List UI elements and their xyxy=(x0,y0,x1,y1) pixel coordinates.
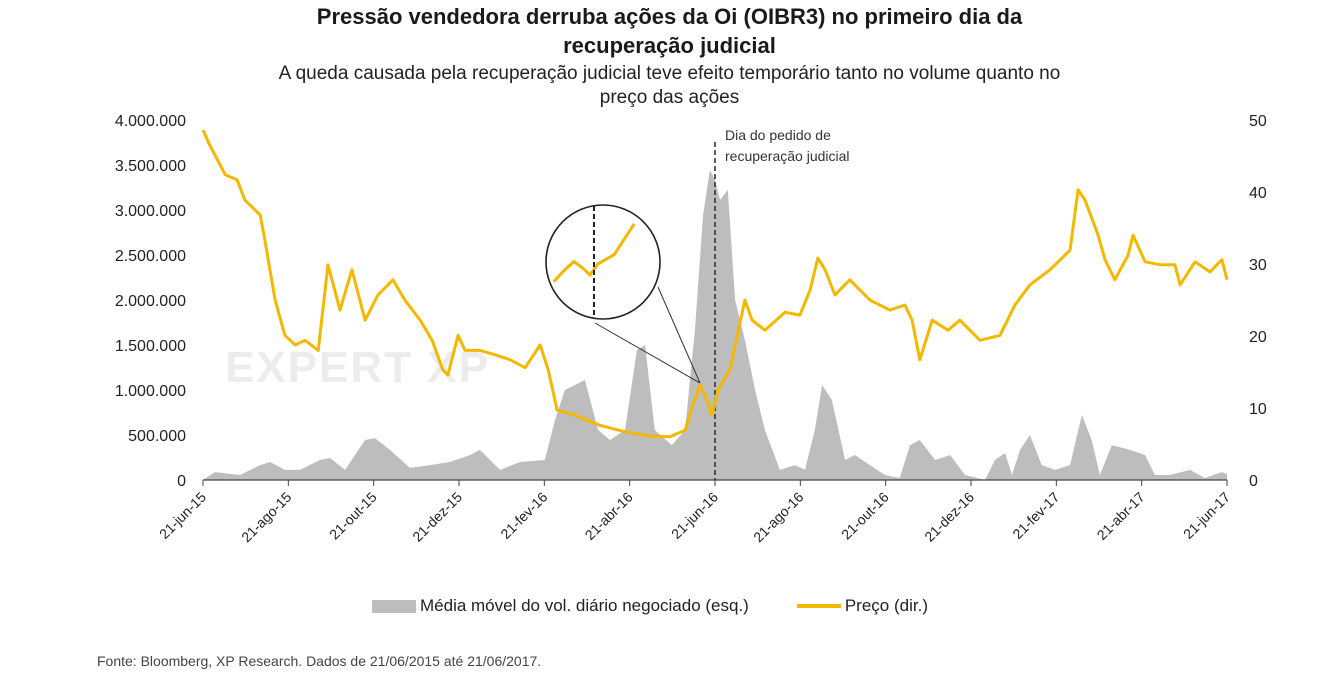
chart-subtitle-line-1: A queda causada pela recuperação judicia… xyxy=(278,63,1061,84)
y-left-tick-label: 500.000 xyxy=(128,428,186,445)
y-left-tick-label: 3.000.000 xyxy=(115,203,186,220)
y-left-tick-label: 0 xyxy=(177,473,186,490)
y-right-tick-label: 50 xyxy=(1249,113,1267,130)
y-left-tick-label: 1.500.000 xyxy=(115,338,186,355)
price-line-series xyxy=(201,129,1229,439)
y-left-tick-label: 4.000.000 xyxy=(115,113,186,130)
legend-swatch-volume xyxy=(372,599,416,613)
source-note: Fonte: Bloomberg, XP Research. Dados de … xyxy=(97,653,542,669)
x-tick-label: 21-jun-15 xyxy=(156,489,209,542)
x-tick-label: 21-abr-17 xyxy=(1094,489,1148,543)
chart-subtitle: A queda causada pela recuperação judicia… xyxy=(0,62,1339,110)
x-tick-label: 21-fev-17 xyxy=(1009,489,1062,542)
y-left-tick-label: 2.500.000 xyxy=(115,248,186,265)
y-left-tick-label: 1.000.000 xyxy=(115,383,186,400)
x-tick-label: 21-ago-15 xyxy=(238,489,295,546)
chart-title: Pressão vendedora derruba ações da Oi (O… xyxy=(0,2,1339,60)
inset-connector-right xyxy=(657,286,701,384)
legend-label-price: Preço (dir.) xyxy=(844,596,928,615)
chart-title-line-2: recuperação judicial xyxy=(563,33,776,58)
volume-area-series xyxy=(203,170,1227,480)
chart-title-line-1: Pressão vendedora derruba ações da Oi (O… xyxy=(316,4,1023,29)
inset-connector-left xyxy=(594,322,701,384)
y-right-tick-label: 40 xyxy=(1249,185,1267,202)
x-tick-label: 21-jun-16 xyxy=(668,489,721,542)
y-right-tick-label: 10 xyxy=(1249,401,1267,418)
x-tick-label: 21-dez-16 xyxy=(921,489,977,545)
event-annotation-line-2: recuperação judicial xyxy=(725,148,850,164)
chart-subtitle-line-2: preço das ações xyxy=(599,87,740,108)
y-right-tick-label: 0 xyxy=(1249,473,1258,490)
legend-swatch-price xyxy=(796,604,841,608)
legend: Média móvel do vol. diário negociado (es… xyxy=(372,596,928,616)
inset-price-line xyxy=(552,222,636,283)
watermark-logo: EXPERT XP xyxy=(225,343,490,392)
x-tick-label: 21-out-15 xyxy=(326,489,380,543)
x-tick-label: 21-jun-17 xyxy=(1180,489,1233,542)
x-tick-label: 21-abr-16 xyxy=(582,489,636,543)
x-tick-label: 21-out-16 xyxy=(838,489,892,543)
y-right-tick-label: 30 xyxy=(1249,257,1267,274)
x-tick-label: 21-dez-15 xyxy=(409,489,465,545)
event-annotation-line-1: Dia do pedido de xyxy=(725,127,831,143)
x-tick-label: 21-ago-16 xyxy=(750,489,807,546)
x-tick-label: 21-fev-16 xyxy=(497,489,550,542)
legend-label-volume: Média móvel do vol. diário negociado (es… xyxy=(420,596,749,615)
y-right-tick-label: 20 xyxy=(1249,329,1267,346)
y-left-tick-label: 3.500.000 xyxy=(115,158,186,175)
y-left-tick-label: 2.000.000 xyxy=(115,293,186,310)
